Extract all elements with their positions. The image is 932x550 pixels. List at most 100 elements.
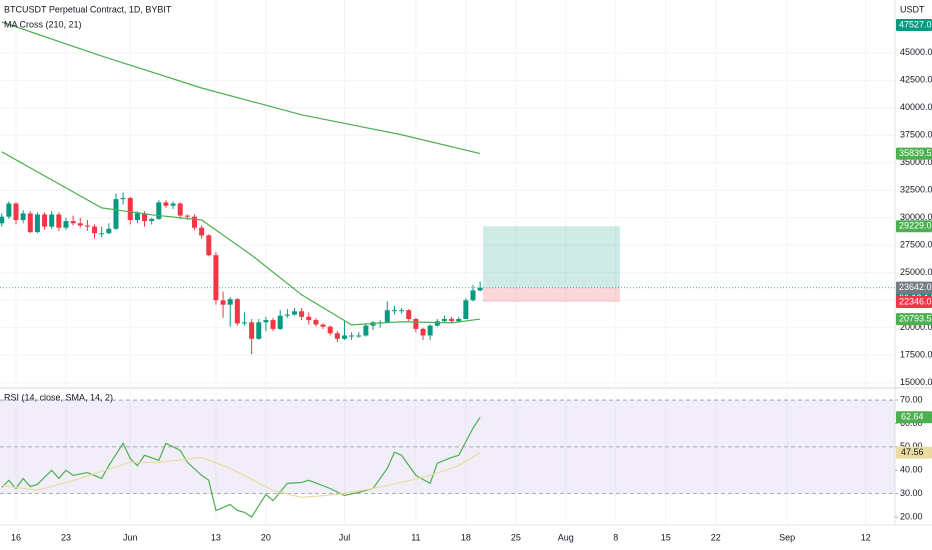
- currency: USDT: [900, 4, 925, 14]
- rsi-tick-label: 50.00: [900, 441, 923, 451]
- candle-body: [291, 311, 297, 315]
- candle-body: [434, 321, 440, 326]
- candle-body: [134, 213, 140, 220]
- x-tick-label: 15: [661, 532, 671, 542]
- rsi-label-box: [896, 446, 932, 459]
- price-label-box: [896, 313, 932, 326]
- candle-body: [334, 333, 340, 339]
- candle-body: [142, 213, 148, 222]
- price-label-box: [896, 295, 932, 308]
- candle-body: [127, 198, 133, 220]
- y-tick-label: 20000.0: [900, 322, 932, 332]
- candle-body: [477, 287, 483, 291]
- candle-body: [206, 235, 212, 256]
- indicator-title: MA Cross (210, 21): [4, 19, 82, 29]
- candle-body: [0, 216, 5, 224]
- price-label-box: [896, 220, 932, 233]
- rsi-line: [1, 452, 481, 498]
- candle-body: [77, 223, 83, 226]
- price-label: 35839.5: [899, 148, 932, 158]
- candle-body: [92, 226, 98, 234]
- candle-body: [13, 203, 19, 220]
- rsi-title: RSI (14, close, SMA, 14, 2): [4, 392, 113, 402]
- candle-body: [299, 311, 305, 317]
- plot-layer: [0, 0, 898, 525]
- x-tick-label: Jul: [339, 532, 351, 542]
- candle-body: [399, 310, 405, 312]
- candle-body: [313, 320, 319, 325]
- candle-body: [63, 221, 69, 228]
- ma-line: [1, 21, 481, 155]
- candle-body: [449, 319, 455, 322]
- candle-body: [306, 316, 312, 321]
- candle-body: [456, 319, 462, 322]
- y-tick-label: 25000.0: [900, 267, 932, 277]
- price-label: 23642.0: [899, 282, 932, 292]
- candle-body: [177, 203, 183, 216]
- candle-body: [241, 322, 247, 324]
- y-tick-label: 32500.0: [900, 185, 932, 195]
- candle-body: [427, 325, 433, 336]
- candle-body: [256, 322, 262, 339]
- candle-body: [349, 335, 355, 337]
- candle-body: [56, 214, 62, 228]
- candle-body: [199, 227, 205, 236]
- y-tick-label: 45000.0: [900, 47, 932, 57]
- rsi-tick-label: 40.00: [900, 465, 923, 475]
- candle-body: [113, 199, 119, 229]
- price-label-box: [896, 281, 932, 294]
- candle-body: [270, 320, 276, 329]
- candle-body: [413, 319, 419, 329]
- candle-body: [34, 214, 40, 233]
- rsi-tick-label: 70.00: [900, 394, 923, 404]
- candle-body: [42, 214, 48, 227]
- x-tick-label: 13: [211, 532, 221, 542]
- candle-body: [341, 335, 347, 339]
- y-tick-label: 17500.0: [900, 350, 932, 360]
- candle-body: [327, 326, 333, 334]
- y-tick-label: 42500.0: [900, 75, 932, 85]
- rsi-line: [1, 416, 481, 518]
- candle-body: [277, 315, 283, 329]
- y-tick-label: 30000.0: [900, 212, 932, 222]
- candle-body: [234, 299, 240, 324]
- candle-body: [391, 310, 397, 312]
- y-tick-label: 37500.0: [900, 130, 932, 140]
- candle-body: [27, 213, 33, 233]
- candle-body: [284, 314, 290, 316]
- x-tick-label: 18: [461, 532, 471, 542]
- price-label: 29229.0: [899, 221, 932, 231]
- candle-body: [184, 215, 190, 217]
- candle-body: [441, 319, 447, 322]
- chart-title: BTCUSDT Perpetual Contract, 1D, BYBIT: [4, 4, 172, 14]
- candle-body: [70, 221, 76, 224]
- candle-body: [99, 233, 105, 235]
- candle-body: [227, 299, 233, 305]
- candle-body: [49, 214, 55, 227]
- x-tick-label: Sep: [779, 532, 795, 542]
- rsi-tick-label: 30.00: [900, 488, 923, 498]
- price-label-box: [896, 19, 932, 32]
- candle-body: [120, 198, 126, 200]
- x-tick-label: 25: [511, 532, 521, 542]
- candle-body: [20, 213, 26, 220]
- x-tick-label: Aug: [558, 532, 574, 542]
- x-tick-label: 22: [711, 532, 721, 542]
- y-tick-label: 40000.0: [900, 102, 932, 112]
- x-tick-label: 12: [861, 532, 871, 542]
- y-tick-label: 35000.0: [900, 157, 932, 167]
- candle-body: [263, 320, 269, 323]
- y-tick-label: 15000.0: [900, 377, 932, 387]
- candle-body: [470, 290, 476, 301]
- candle-body: [6, 203, 12, 217]
- price-label: 47527.0: [899, 19, 932, 29]
- candle-body: [170, 203, 176, 206]
- candle-body: [213, 255, 219, 301]
- loss-zone: [482, 287, 621, 302]
- x-tick-label: 20: [261, 532, 271, 542]
- candle-body: [384, 310, 390, 323]
- profit-zone: [482, 226, 621, 288]
- candle-body: [84, 225, 90, 227]
- candle-body: [149, 218, 155, 222]
